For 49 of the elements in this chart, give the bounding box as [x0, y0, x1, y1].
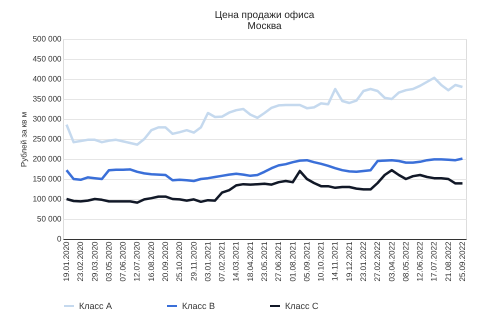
line-series — [65, 168, 464, 204]
legend-label: Класс В — [182, 301, 216, 311]
x-tick-label: 03.05.2020 — [104, 240, 114, 282]
x-tick-label: 29.03.2020 — [90, 240, 100, 282]
x-tick-label: 29.11.2020 — [189, 240, 198, 281]
y-tick-label: 150 000 — [32, 174, 62, 184]
y-tick-label: 0 — [57, 234, 62, 244]
x-tick-label: 23.02.2020 — [76, 240, 86, 282]
x-tick-label: 19.12.2021 — [344, 240, 354, 282]
x-tick-label: 27.02.2022 — [373, 240, 382, 282]
y-tick-label: 450 000 — [32, 54, 62, 64]
x-tick-label: 03.01.2021 — [203, 240, 212, 282]
x-tick-label: 20.09.2020 — [161, 240, 170, 282]
y-tick-label: 50 000 — [37, 214, 62, 224]
x-tick-label: 17.07.2022 — [430, 240, 439, 282]
chart-subtitle: Москва — [247, 21, 282, 32]
x-tick-label: 14.11.2021 — [330, 240, 340, 281]
y-tick-label: 500 000 — [32, 34, 62, 44]
x-tick-label: 01.08.2021 — [288, 240, 298, 282]
x-tick-label: 25.09.2022 — [458, 240, 467, 282]
x-tick-label: 12.06.2022 — [416, 240, 425, 282]
x-tick-label: 14.03.2021 — [232, 240, 241, 282]
y-tick-label: 250 000 — [32, 134, 62, 144]
y-tick-label: 200 000 — [32, 154, 62, 164]
y-tick-label: 350 000 — [32, 94, 62, 104]
x-tick-label: 07.02.2021 — [218, 240, 227, 282]
x-tick-label: 07.06.2020 — [118, 240, 128, 282]
y-axis-title: Рублей за кв м — [20, 112, 29, 168]
x-tick-label: 08.05.2022 — [401, 240, 410, 282]
x-tick-label: 12.07.2020 — [132, 240, 142, 282]
x-tick-label: 18.04.2021 — [246, 240, 255, 282]
x-tick-label: 19.01.2020 — [62, 240, 72, 282]
line-series — [65, 157, 464, 182]
x-tick-label: 21.08.2022 — [444, 240, 453, 282]
x-tick-label: 23.01.2022 — [358, 240, 368, 282]
y-tick-label: 100 000 — [32, 194, 62, 204]
chart-title: Цена продажи офиса — [214, 10, 315, 21]
y-tick-label: 400 000 — [32, 74, 62, 84]
x-tick-label: 03.04.2022 — [387, 240, 396, 282]
y-tick-label: 300 000 — [32, 114, 62, 124]
legend-label: Класс А — [79, 301, 112, 311]
x-tick-label: 05.09.2021 — [302, 240, 312, 282]
x-tick-label: 25.10.2020 — [175, 240, 184, 282]
x-tick-label: 10.10.2021 — [316, 240, 326, 282]
x-tick-label: 16.08.2020 — [146, 240, 156, 282]
legend-label: Класс С — [285, 301, 319, 311]
line-series — [65, 76, 464, 146]
x-tick-label: 27.06.2021 — [274, 240, 284, 282]
x-tick-label: 23.05.2021 — [260, 240, 269, 282]
